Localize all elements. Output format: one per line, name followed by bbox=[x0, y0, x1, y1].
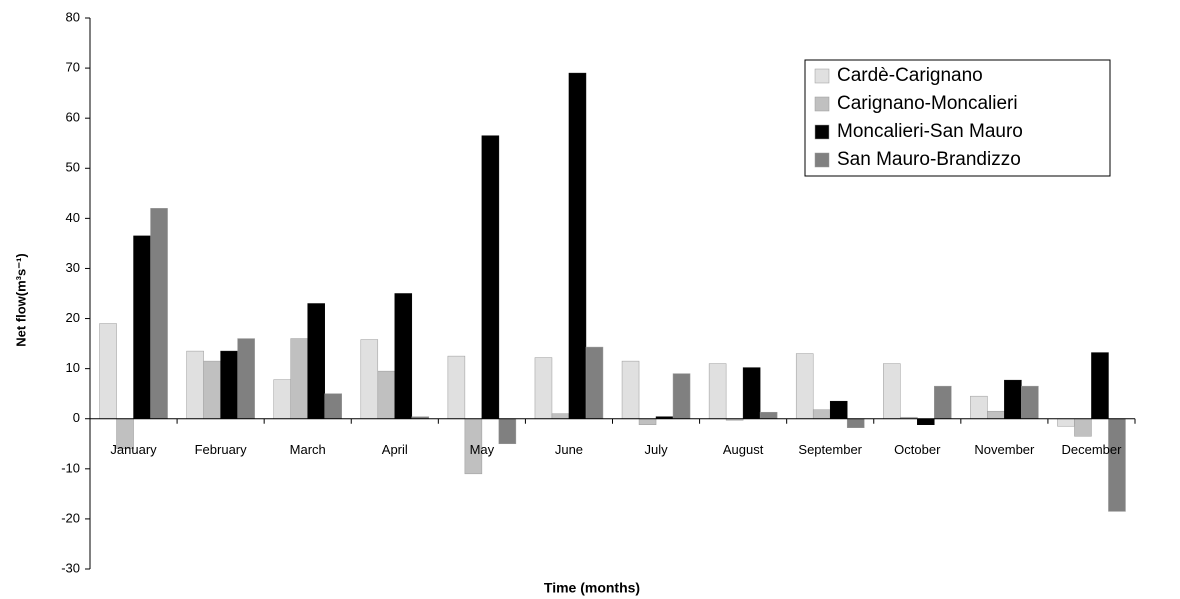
y-tick-label: 70 bbox=[66, 60, 80, 75]
legend-swatch bbox=[814, 124, 830, 140]
legend-label: Moncalieri-San Mauro bbox=[837, 121, 1023, 142]
bar bbox=[498, 418, 517, 445]
bar bbox=[970, 395, 988, 419]
legend-label: Cardè-Carignano bbox=[837, 65, 983, 86]
bar bbox=[672, 373, 691, 419]
bar bbox=[307, 303, 325, 419]
bar bbox=[742, 367, 761, 419]
bar bbox=[447, 355, 466, 419]
x-tick-label: January bbox=[110, 442, 157, 457]
bar bbox=[934, 385, 952, 419]
bar bbox=[186, 350, 204, 419]
bar bbox=[795, 353, 814, 419]
x-tick-label: April bbox=[382, 442, 408, 457]
bar bbox=[846, 418, 865, 428]
bar bbox=[551, 413, 570, 419]
bar bbox=[273, 379, 291, 419]
y-tick-label: 80 bbox=[66, 9, 80, 24]
y-tick-label: -30 bbox=[61, 560, 80, 575]
y-tick-label: 40 bbox=[66, 210, 80, 225]
x-tick-label: March bbox=[290, 442, 326, 457]
bar bbox=[99, 323, 117, 419]
bar bbox=[1021, 385, 1039, 419]
y-tick-label: 10 bbox=[66, 360, 80, 375]
bar bbox=[585, 346, 604, 419]
x-tick-label: September bbox=[798, 442, 862, 457]
bar bbox=[377, 370, 396, 419]
y-tick-label: 60 bbox=[66, 110, 80, 125]
bar bbox=[360, 339, 379, 419]
bar bbox=[759, 411, 778, 419]
bar bbox=[220, 350, 238, 419]
bar bbox=[150, 208, 168, 419]
bar bbox=[394, 293, 413, 419]
x-tick-label: December bbox=[1061, 442, 1122, 457]
legend-swatch bbox=[814, 68, 830, 84]
bar bbox=[534, 357, 553, 419]
legend-box bbox=[804, 59, 1111, 177]
y-axis-title: Net flow(m³s⁻¹) bbox=[13, 253, 28, 347]
y-tick-label: 0 bbox=[73, 410, 80, 425]
legend-label: San Mauro-Brandizzo bbox=[837, 149, 1021, 170]
bar bbox=[1074, 418, 1092, 437]
bar bbox=[638, 418, 657, 425]
legend-swatch bbox=[814, 152, 830, 168]
bar bbox=[481, 135, 500, 419]
legend: Cardè-Carignano Carignano-Moncalieri Monca… bbox=[804, 59, 1111, 177]
bar bbox=[568, 72, 587, 419]
bar bbox=[1057, 418, 1075, 427]
x-tick-label: August bbox=[723, 442, 764, 457]
x-tick-label: May bbox=[470, 442, 495, 457]
bar bbox=[237, 338, 255, 419]
bar bbox=[883, 363, 901, 419]
x-tick-label: July bbox=[644, 442, 668, 457]
bar bbox=[987, 410, 1005, 419]
y-tick-label: -20 bbox=[61, 510, 80, 525]
bar bbox=[324, 393, 342, 419]
bar bbox=[917, 418, 935, 425]
y-tick-label: 30 bbox=[66, 260, 80, 275]
x-tick-label: June bbox=[555, 442, 583, 457]
bar bbox=[812, 409, 831, 419]
y-tick-label: -10 bbox=[61, 460, 80, 475]
bar bbox=[829, 400, 848, 419]
bar bbox=[1004, 379, 1022, 419]
y-tick-label: 50 bbox=[66, 160, 80, 175]
bar bbox=[1091, 352, 1109, 419]
bar bbox=[290, 338, 308, 419]
legend-swatch bbox=[814, 96, 830, 112]
y-tick-label: 20 bbox=[66, 310, 80, 325]
x-tick-label: February bbox=[195, 442, 248, 457]
x-tick-label: November bbox=[974, 442, 1035, 457]
bar bbox=[133, 235, 151, 419]
bar bbox=[203, 360, 221, 419]
bar bbox=[1108, 418, 1126, 512]
legend-label: Carignano-Moncalieri bbox=[837, 93, 1018, 114]
bar bbox=[621, 360, 640, 419]
bar bbox=[708, 363, 727, 419]
x-tick-label: October bbox=[894, 442, 941, 457]
x-axis-title: Time (months) bbox=[544, 580, 640, 596]
